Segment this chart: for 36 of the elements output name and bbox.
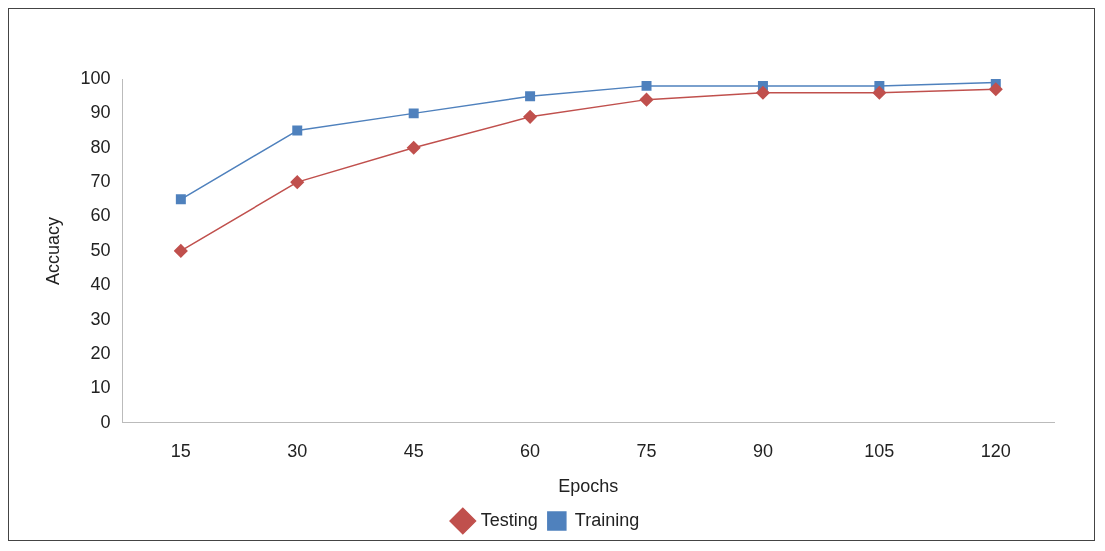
point	[872, 86, 887, 100]
x-axis-title: Epochs	[558, 476, 619, 497]
y-tick-label: 90	[90, 102, 111, 123]
point	[989, 82, 1003, 97]
x-tick-label: 105	[864, 440, 895, 461]
y-tick-label: 70	[90, 171, 111, 192]
x-tick-label: 60	[520, 440, 541, 461]
point	[174, 244, 188, 258]
point	[756, 86, 770, 100]
point	[290, 175, 305, 189]
y-tick-label: 40	[90, 274, 111, 295]
x-tick-label: 75	[636, 440, 657, 461]
y-tick-label: 50	[90, 239, 111, 260]
y-tick-label: 80	[90, 136, 111, 157]
y-axis-title: Accuacy	[42, 216, 63, 285]
point	[408, 108, 419, 119]
x-tick-label: 120	[980, 440, 1011, 461]
legend-label: Testing	[480, 509, 538, 530]
y-tick-label: 0	[100, 411, 111, 432]
point	[525, 91, 536, 102]
point	[292, 125, 303, 136]
y-tick-label: 10	[90, 377, 111, 398]
y-tick-label: 30	[90, 308, 111, 329]
y-tick-label: 20	[90, 343, 111, 364]
point	[406, 141, 421, 155]
point	[641, 80, 652, 91]
y-tick-label: 60	[90, 205, 111, 226]
point	[175, 194, 186, 205]
legend-label: Training	[574, 509, 640, 530]
point	[523, 110, 537, 124]
point	[639, 92, 654, 107]
y-tick-label: 100	[80, 67, 111, 88]
x-tick-label: 45	[403, 440, 424, 461]
x-tick-label: 90	[752, 440, 773, 461]
x-tick-label: 30	[287, 440, 308, 461]
x-tick-label: 15	[170, 440, 191, 461]
